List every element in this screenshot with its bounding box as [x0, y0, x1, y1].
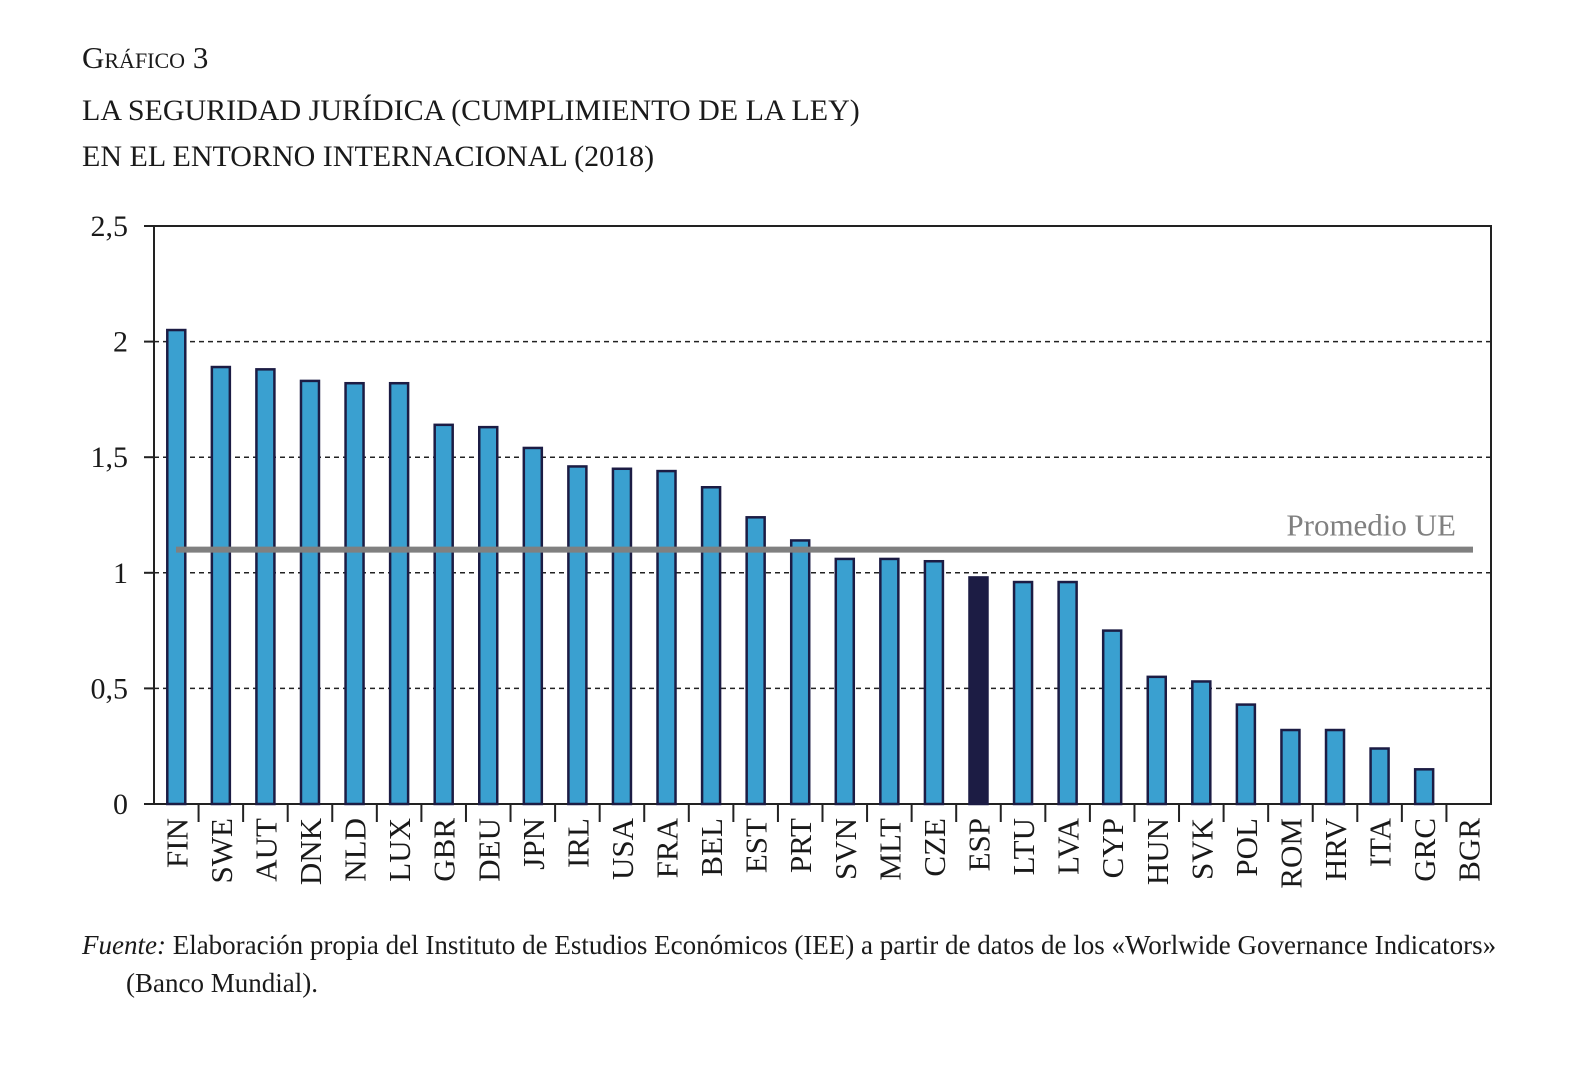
bar-irl	[567, 465, 588, 806]
x-tick-label: LTU	[1006, 818, 1041, 875]
x-tick-label: MLT	[872, 818, 907, 881]
bar-lux	[388, 381, 410, 806]
bar-cyp	[1101, 629, 1123, 806]
bar-chart: 0 0,5 1 1,5 2 2,5 FIN SWE AUT DNK NLD LUX GBR DEU JPN I…	[91, 210, 1492, 889]
bar-nld	[344, 381, 365, 806]
bar-ltu	[1012, 580, 1034, 806]
bar-ita	[1369, 747, 1390, 806]
bar-deu	[478, 425, 499, 806]
bar-mlt	[879, 557, 900, 806]
source-prefix: Fuente:	[82, 930, 166, 960]
x-tick-label: CZE	[917, 818, 952, 877]
x-tick-label: HRV	[1318, 817, 1353, 881]
source-note: Fuente: Elaboración propia del Instituto…	[82, 926, 1566, 1002]
bar-gbr	[433, 423, 454, 806]
bar-prt	[789, 539, 811, 806]
bar-est	[745, 516, 766, 806]
bar-usa	[611, 467, 633, 806]
x-tick-label: PRT	[783, 818, 818, 873]
bar-grc	[1413, 768, 1435, 806]
x-tick-label: FIN	[159, 818, 194, 868]
bar-lva	[1057, 580, 1078, 806]
x-tick-label: DEU	[471, 818, 506, 882]
x-tick-label: GBR	[427, 818, 462, 882]
bar-fra	[656, 469, 677, 806]
bar-swe	[210, 365, 232, 806]
bar-pol	[1235, 703, 1257, 806]
bar-jpn	[522, 446, 544, 806]
x-tick-label: SWE	[204, 818, 239, 883]
y-tick-label: 0	[113, 788, 128, 821]
y-tick-label: 1,5	[91, 441, 129, 474]
x-tick-label: BEL	[694, 818, 729, 877]
bar-bel	[700, 486, 722, 806]
y-tick-label: 2,5	[91, 210, 129, 243]
x-tick-label: GRC	[1407, 818, 1442, 882]
x-tick-label: SVN	[828, 818, 863, 880]
chart-title-line-1: LA SEGURIDAD JURÍDICA (CUMPLIMIENTO DE L…	[82, 94, 860, 127]
x-tick-label: ITA	[1363, 817, 1398, 867]
source-text: Elaboración propia del Instituto de Estu…	[126, 930, 1497, 998]
x-tick-label: FRA	[650, 817, 685, 878]
bar-dnk	[299, 379, 321, 806]
y-tick-label: 2	[113, 326, 128, 359]
bar-hun	[1146, 675, 1167, 806]
x-tick-label: LUX	[382, 818, 417, 882]
x-tick-label: DNK	[293, 817, 328, 885]
bar-cze	[923, 559, 945, 806]
x-tick-label: ESP	[961, 818, 996, 871]
x-tick-label: CYP	[1095, 818, 1130, 878]
x-tick-label: ROM	[1273, 818, 1308, 889]
x-tick-label: AUT	[248, 818, 283, 882]
bar-aut	[255, 368, 276, 806]
bar-esp	[968, 576, 989, 806]
y-tick-label: 0,5	[91, 672, 129, 705]
x-tick-label: HUN	[1140, 818, 1175, 885]
x-tick-label: LVA	[1051, 817, 1086, 874]
x-tick-label: NLD	[338, 818, 373, 882]
chart-title-line-2: EN EL ENTORNO INTERNACIONAL (2018)	[82, 140, 655, 173]
x-tick-label: BGR	[1452, 818, 1487, 882]
figure-label: Gráfico 3	[82, 40, 209, 75]
y-tick-label: 1	[113, 557, 128, 590]
x-tick-label: USA	[605, 817, 640, 880]
reference-line-label: Promedio UE	[1286, 508, 1456, 543]
bar-fin	[166, 328, 187, 806]
bar-svk	[1191, 680, 1212, 806]
bar-rom	[1280, 728, 1301, 806]
x-tick-label: POL	[1229, 818, 1264, 877]
x-tick-label: JPN	[516, 818, 551, 870]
bar-hrv	[1324, 728, 1346, 806]
x-tick-label: EST	[739, 818, 774, 873]
x-tick-label: IRL	[560, 818, 595, 868]
x-tick-label: SVK	[1184, 817, 1219, 880]
bar-svn	[834, 557, 856, 806]
